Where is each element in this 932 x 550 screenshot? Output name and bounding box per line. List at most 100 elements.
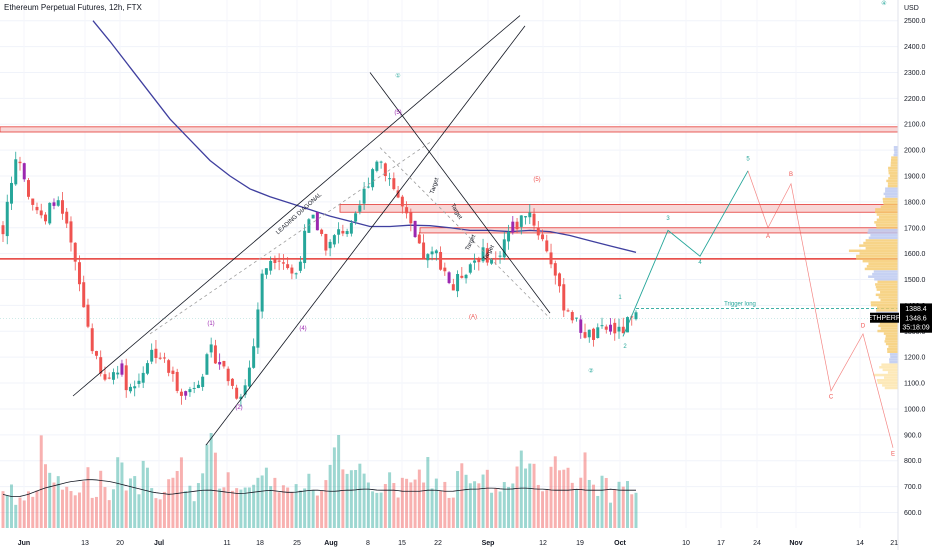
volume-bar: [192, 501, 196, 528]
candle-body: [43, 214, 47, 222]
volume-moving-average: [2, 479, 636, 497]
volume-profile-bar: [877, 381, 898, 385]
time-tick-label: 18: [256, 540, 264, 547]
volume-bar: [566, 467, 570, 528]
volume-bar: [205, 444, 209, 528]
wave-label: 5: [746, 156, 750, 162]
candle-body: [553, 263, 557, 276]
volume-bar: [379, 492, 383, 528]
volume-profile-bar: [876, 288, 898, 291]
volume-profile-bar: [877, 329, 898, 333]
volume-bar: [73, 495, 77, 528]
candle-body: [617, 326, 621, 332]
volume-bar: [124, 490, 128, 528]
candle-body: [434, 250, 438, 254]
candle-body: [409, 212, 413, 224]
volume-profile-bar: [888, 171, 898, 175]
candle-body: [388, 178, 392, 180]
volume-bar: [137, 494, 141, 528]
volume-profile-bar: [877, 280, 898, 284]
price-tick-label: 2000.0: [904, 148, 926, 155]
candle-body: [141, 372, 145, 383]
volume-bar: [413, 479, 417, 528]
volume-bar: [56, 476, 60, 528]
candle-body: [52, 202, 56, 206]
volume-bar: [218, 488, 222, 528]
candle-body: [383, 163, 387, 177]
volume-bars: [1, 433, 638, 528]
candle-body: [358, 205, 362, 212]
candle-body: [94, 351, 98, 356]
candle-body: [247, 367, 251, 387]
candle-body: [205, 354, 209, 375]
volume-profile-bar: [889, 353, 898, 356]
candle-body: [621, 326, 625, 334]
candle-body: [39, 210, 43, 216]
volume-bar: [613, 489, 617, 528]
currency-label: USD: [904, 5, 919, 12]
candle-body: [498, 255, 502, 257]
annotation-text: Target: [430, 177, 441, 195]
candle-body: [22, 163, 26, 180]
volume-profile-bar: [865, 239, 898, 242]
volume-profile-bar: [863, 241, 898, 245]
volume-profile-bar: [883, 376, 898, 379]
candle-body: [175, 371, 179, 391]
volume-profile-bar: [887, 182, 898, 185]
candle-body: [328, 241, 332, 249]
volume-bar: [570, 482, 574, 528]
candle-body: [264, 268, 268, 275]
time-tick-label: Oct: [614, 540, 626, 547]
volume-profile-bar: [876, 378, 898, 382]
volume-bar: [243, 487, 247, 528]
candle-body: [473, 260, 477, 263]
candle-body: [451, 284, 455, 291]
candle-body: [460, 275, 464, 278]
candle-body: [281, 262, 285, 264]
volume-profile-bar: [888, 169, 898, 172]
volume-profile-bar: [876, 309, 898, 312]
time-tick-label: Jun: [18, 540, 30, 547]
volume-bar: [409, 482, 413, 528]
candle-body: [456, 274, 460, 292]
candle-body: [5, 201, 9, 237]
volume-bar: [536, 484, 540, 528]
trendline: [149, 142, 431, 335]
candle-body: [447, 272, 451, 284]
time-tick-label: 17: [717, 540, 725, 547]
volume-bar: [451, 497, 455, 528]
time-axis[interactable]: Jun 13 20 Jul 11 18 25 Aug 8 15 22 Sep 12 19 Oct 10 17 24…: [18, 540, 898, 547]
volume-bar: [519, 450, 523, 528]
candle-body: [396, 190, 400, 198]
price-tick-label: 1100.0: [904, 381, 925, 388]
price-tick-label: 1700.0: [904, 225, 926, 232]
symbol-tag-label: ETHPERP: [867, 315, 900, 322]
volume-bar: [511, 483, 515, 528]
volume-profile-bar: [874, 278, 898, 281]
volume-bar: [27, 491, 30, 528]
candle-body: [354, 213, 358, 222]
volume-profile-bar: [884, 340, 898, 343]
candle-body: [511, 221, 515, 233]
candle-body: [273, 259, 277, 263]
candle-body: [18, 161, 22, 164]
volume-bar: [14, 504, 18, 528]
candle-body: [124, 365, 128, 391]
price-tick-label: 1000.0: [904, 406, 926, 413]
volume-profile-bar: [876, 218, 898, 221]
volume-profile-bar: [887, 371, 898, 374]
price-axis[interactable]: 600.0 700.0 800.0 900.0 1000.0 1100.0 1200.0 13…: [904, 18, 926, 517]
time-tick-label: 11: [223, 540, 230, 547]
volume-profile-bar: [891, 156, 898, 159]
time-tick-label: 22: [434, 540, 442, 547]
volume-bar: [31, 496, 35, 528]
volume-profile-bar: [864, 267, 898, 271]
volume-profile-bar: [890, 164, 898, 167]
candle-body: [371, 169, 375, 188]
candle-body: [256, 309, 260, 348]
candle-body: [362, 188, 366, 204]
candle-body: [298, 261, 302, 271]
price-tick-label: 700.0: [904, 484, 922, 491]
candle-body: [545, 240, 549, 252]
